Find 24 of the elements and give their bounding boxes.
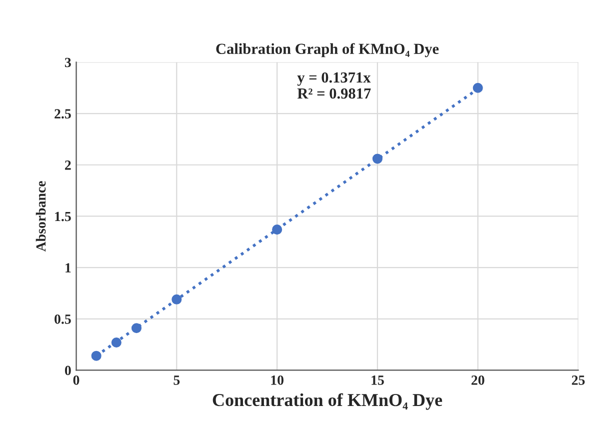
x-tick-label: 20 (472, 375, 484, 385)
point (111, 337, 122, 348)
y-tick-label: 0 (64, 366, 71, 376)
y-tick-label: 2.5 (54, 109, 71, 119)
x-tick-label: 15 (372, 376, 384, 385)
annotation: y = 0.1371x R² = 0.9817 (297, 72, 371, 99)
y-tick-label: 3 (64, 58, 71, 68)
chart-title: Calibration Graph of KMnO₄ Dye (216, 43, 439, 58)
x-tick-label: 0 (73, 375, 80, 385)
point (131, 323, 142, 334)
x-tick-label: 10 (271, 375, 284, 385)
x-tick-label: 5 (174, 376, 180, 385)
point (372, 154, 382, 164)
y-tick-label: 1 (66, 263, 71, 272)
y-tick-label: 2 (65, 160, 71, 170)
x-tick-label: 25 (572, 376, 585, 385)
point (472, 82, 483, 93)
point (272, 224, 282, 235)
point (172, 294, 182, 304)
point (91, 350, 102, 361)
x-axis-title: Concentration of KMnO₄ Dye (212, 393, 442, 410)
y-tick-label: 0.5 (54, 314, 71, 324)
y-axis-title: Absorbance (36, 181, 46, 252)
y-tick-label: 1.5 (55, 212, 71, 222)
